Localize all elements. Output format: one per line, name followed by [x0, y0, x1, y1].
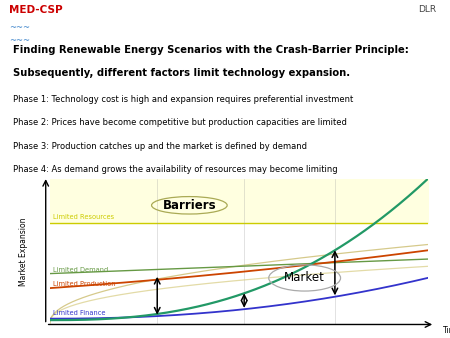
- Text: Limited Production: Limited Production: [53, 282, 116, 287]
- Text: ~~~: ~~~: [9, 23, 30, 32]
- Text: MED-CSP: MED-CSP: [9, 5, 63, 15]
- Text: Phase 1: Technology cost is high and expansion requires preferential investment: Phase 1: Technology cost is high and exp…: [14, 95, 354, 104]
- Text: Market: Market: [284, 271, 325, 285]
- Text: Time: Time: [443, 326, 450, 335]
- Text: Phase 2: Prices have become competitive but production capacities are limited: Phase 2: Prices have become competitive …: [14, 118, 347, 127]
- Text: Limited Resources: Limited Resources: [53, 214, 114, 220]
- Text: Phase 4: As demand grows the availability of resources may become limiting: Phase 4: As demand grows the availabilit…: [14, 165, 338, 174]
- Text: Phase 3: Production catches up and the market is defined by demand: Phase 3: Production catches up and the m…: [14, 142, 307, 150]
- Text: Subsequently, different factors limit technology expansion.: Subsequently, different factors limit te…: [14, 68, 351, 78]
- Text: Limited Demand: Limited Demand: [53, 267, 108, 273]
- Text: DLR: DLR: [418, 5, 436, 15]
- Text: Barriers: Barriers: [162, 199, 216, 212]
- Text: Finding Renewable Energy Scenarios with the Crash-Barrier Principle:: Finding Renewable Energy Scenarios with …: [14, 45, 409, 55]
- Text: Limited Finance: Limited Finance: [53, 311, 106, 316]
- Text: Market Expansion: Market Expansion: [18, 218, 27, 286]
- Text: ~~~: ~~~: [9, 36, 30, 45]
